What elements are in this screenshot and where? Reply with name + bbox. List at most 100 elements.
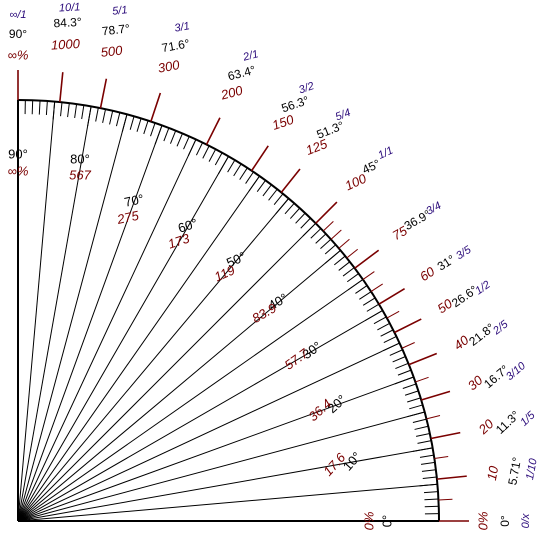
degree-tick-18	[404, 390, 419, 396]
ray-80	[17, 106, 92, 522]
slope-tick-7	[315, 201, 338, 224]
percent-label: 500	[100, 42, 124, 59]
slope-tick-14	[436, 475, 467, 480]
slope-minor-tick-0	[438, 498, 453, 501]
slope-minor-tick-8	[346, 248, 358, 259]
fraction-label: ∞/1	[9, 9, 26, 21]
degree-tick-17	[407, 397, 421, 403]
fraction-label: 5/4	[334, 107, 353, 124]
degree-label: 0°	[498, 515, 512, 527]
degree-tick-15	[407, 411, 425, 418]
percent-label: 30	[465, 372, 486, 393]
inner-degree-label: 90°	[8, 146, 28, 161]
inner-percent-label: 173	[166, 230, 192, 251]
inner-degree-label: 70°	[123, 191, 145, 210]
degree-label: 78.7°	[101, 21, 131, 38]
ray-25	[17, 342, 400, 522]
degree-tick-10	[412, 447, 433, 452]
degree-tick-51	[273, 193, 284, 206]
degree-tick-12	[416, 432, 430, 437]
degree-tick-84	[60, 102, 63, 117]
slope-ticks	[17, 70, 469, 522]
degree-label: 5.71°	[505, 456, 524, 486]
slope-minor-tick-5	[386, 310, 400, 319]
degree-tick-50	[275, 198, 289, 215]
degree-tick-68	[170, 130, 177, 144]
ray-35	[17, 279, 364, 522]
slope-tick-13	[430, 431, 461, 440]
slope-minor-tick-11	[322, 221, 334, 232]
degree-label: 31°	[435, 252, 458, 274]
degree-tick-62	[208, 149, 217, 162]
slope-minor-tick-4	[401, 342, 415, 349]
degree-tick-54	[256, 180, 266, 193]
percent-label: ∞%	[8, 47, 29, 62]
slope-minor-tick-1	[434, 455, 449, 460]
ray-65	[17, 139, 197, 522]
degree-label: 56.3°	[280, 93, 311, 115]
inner-percent-label: 275	[115, 208, 141, 228]
degree-tick-83	[67, 103, 70, 118]
degree-tick-65	[187, 139, 197, 156]
slope-minor-tick-10	[330, 229, 342, 240]
degree-tick-58	[233, 163, 242, 177]
degree-tick-71	[150, 122, 156, 137]
degree-tick-38	[338, 261, 351, 271]
ray-30	[17, 310, 383, 522]
slope-tick-9	[378, 288, 405, 305]
degree-tick-57	[239, 167, 248, 180]
degree-tick-75	[121, 114, 128, 132]
degree-tick-56	[245, 171, 254, 184]
degree-tick-29	[373, 316, 387, 325]
degree-tick-63	[202, 145, 210, 159]
degree-tick-37	[342, 267, 355, 277]
degree-label: 63.4°	[226, 63, 257, 84]
fraction-label: 3/1	[174, 20, 191, 35]
degree-label: 45°	[360, 156, 383, 176]
ray-70	[17, 125, 163, 522]
degree-tick-47	[295, 212, 306, 224]
ray-85	[17, 101, 56, 522]
protractor-arc	[17, 99, 440, 522]
degree-tick-5	[419, 483, 438, 487]
degree-tick-9	[419, 454, 434, 458]
degree-tick-13	[414, 425, 429, 430]
ray-20	[17, 376, 414, 522]
inner-degree-label: 80°	[70, 151, 90, 166]
fraction-label: 3/5	[454, 243, 474, 262]
slope-minor-tick-7	[362, 271, 375, 280]
degree-tick-35	[347, 279, 364, 291]
ray-55	[17, 175, 260, 522]
ray-40	[17, 250, 341, 522]
degree-tick-16	[409, 404, 423, 410]
slope-tick-2	[99, 78, 108, 109]
fraction-label: 3/2	[297, 80, 315, 96]
angle-rays	[17, 100, 439, 522]
degree-label: 71.6°	[161, 36, 191, 55]
degree-tick-20	[394, 376, 414, 385]
fraction-label: 10/1	[59, 1, 81, 14]
degree-tick-55	[248, 175, 260, 192]
degree-tick-3	[424, 498, 439, 501]
degree-tick-27	[380, 329, 394, 337]
inner-percent-label: 17.6	[320, 449, 349, 478]
degree-tick-28	[377, 322, 390, 331]
inner-percent-label: 567	[69, 167, 91, 182]
slope-minor-tick-6	[370, 283, 383, 292]
inner-degree-label: 60°	[176, 215, 199, 235]
degree-tick-33	[359, 291, 372, 300]
degree-tick-42	[320, 238, 332, 250]
degree-tick-81	[81, 105, 85, 120]
slope-tick-4	[205, 117, 221, 145]
degree-tick-7	[421, 469, 436, 472]
inner-degree-label: 0°	[379, 515, 394, 527]
degree-tick-60	[218, 156, 229, 174]
slope-tick-5	[250, 145, 269, 172]
degree-tick-82	[74, 104, 78, 119]
degree-tick-52	[268, 188, 278, 201]
degree-tick-22	[395, 362, 409, 369]
degree-tick-73	[136, 118, 142, 132]
ray-10	[17, 447, 433, 522]
degree-label: 11.3°	[493, 408, 523, 437]
degree-tick-86	[45, 100, 48, 116]
